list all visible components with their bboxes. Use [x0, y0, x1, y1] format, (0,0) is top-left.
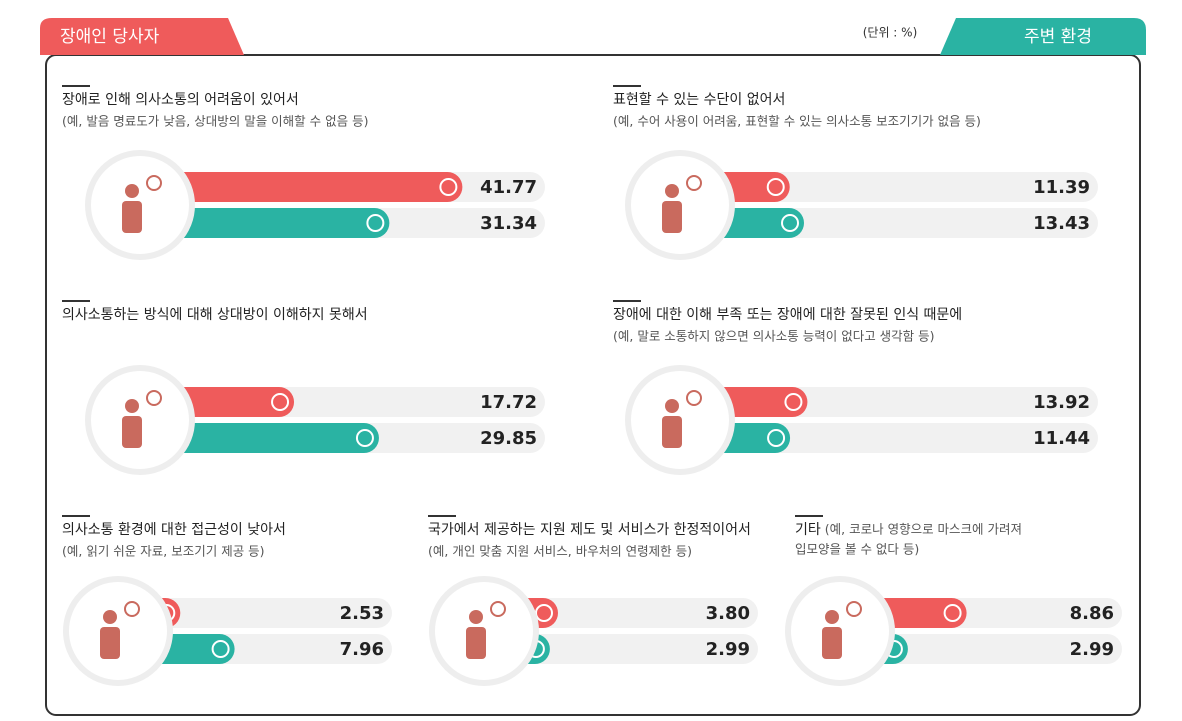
value-label: 31.34: [480, 213, 537, 234]
icon-bubble: [846, 601, 862, 617]
bar-track: [520, 598, 758, 628]
value-label: 8.86: [1070, 603, 1114, 624]
panel-subtitle: (예, 읽기 쉬운 자료, 보조기기 제공 등): [62, 544, 265, 559]
icon-head: [125, 399, 139, 413]
icon-bubble: [124, 601, 140, 617]
bar-track: [710, 423, 1098, 453]
panels: 장애로 인해 의사소통의 어려움이 있어서 (예, 발음 명료도가 낮음, 상대방…: [62, 85, 1122, 686]
bar-icon: [767, 429, 786, 447]
bar-track: [520, 634, 758, 664]
icon-bubble: [146, 390, 162, 406]
value-label: 29.85: [480, 428, 537, 449]
icon-bubble: [490, 601, 506, 617]
unit: (단위 : %): [863, 26, 918, 40]
legend-env: 주변 환경: [1024, 27, 1092, 47]
icon-body: [466, 627, 486, 659]
icon-head: [825, 610, 839, 624]
icon-head: [103, 610, 117, 624]
bar-icon: [439, 178, 458, 196]
icon-head: [665, 184, 679, 198]
icon-head: [125, 184, 139, 198]
value-label: 3.80: [706, 603, 750, 624]
icon-body: [822, 627, 842, 659]
value-label: 2.99: [1070, 639, 1114, 660]
bar-icon: [355, 429, 374, 447]
panel-subtitle: (예, 개인 맞춤 지원 서비스, 바우처의 연령제한 등): [428, 544, 692, 559]
bar-track: [878, 634, 1122, 664]
panel-title: 기타: [795, 522, 821, 538]
legend-self: 장애인 당사자: [60, 27, 160, 47]
bar-icon: [535, 604, 553, 622]
bar-track: [710, 387, 1098, 417]
bar-icon: [366, 214, 385, 232]
icon-bubble: [686, 175, 702, 191]
value-label: 7.96: [340, 639, 384, 660]
bar: [150, 423, 379, 453]
panel-title: 국가에서 제공하는 지원 제도 및 서비스가 한정적이어서: [428, 522, 751, 538]
value-label: 13.92: [1033, 392, 1090, 413]
icon-head: [665, 399, 679, 413]
panel-subtitle: (예, 수어 사용이 어려움, 표현할 수 있는 의사소통 보조기기가 없음 등…: [613, 114, 981, 129]
bar: [150, 172, 463, 202]
panel-title: 표현할 수 있는 수단이 없어서: [613, 92, 785, 108]
panel-title: 의사소통 환경에 대한 접근성이 낮아서: [62, 522, 286, 538]
panel-subtitle: 입모양을 볼 수 없다 등): [795, 542, 919, 557]
bar-icon: [784, 393, 803, 411]
panel-subtitle: (예, 말로 소통하지 않으면 의사소통 능력이 없다고 생각함 등): [613, 329, 935, 344]
bar-icon: [781, 214, 800, 232]
value-label: 13.43: [1033, 213, 1090, 234]
value-label: 41.77: [480, 177, 537, 198]
bar-track: [155, 598, 392, 628]
panel-subtitle: (예, 발음 명료도가 낮음, 상대방의 말을 이해할 수 없음 등): [62, 114, 368, 129]
value-label: 11.44: [1033, 428, 1090, 449]
icon-body: [122, 201, 142, 233]
value-label: 17.72: [480, 392, 537, 413]
panel-title: 의사소통하는 방식에 대해 상대방이 이해하지 못해서: [62, 307, 368, 323]
bar: [150, 208, 390, 238]
icon-bubble: [146, 175, 162, 191]
bar-track: [710, 172, 1098, 202]
legend-tab-self: [40, 18, 244, 55]
bar-icon: [211, 640, 230, 658]
panel-subtitle: (예, 코로나 영향으로 마스크에 가려져: [825, 522, 1022, 537]
icon-body: [662, 201, 682, 233]
bar-icon: [766, 178, 785, 196]
bar-icon: [271, 393, 290, 411]
value-label: 2.99: [706, 639, 750, 660]
icon-body: [100, 627, 120, 659]
value-label: 11.39: [1033, 177, 1090, 198]
icon-body: [662, 416, 682, 448]
legend-tab-env: [940, 18, 1146, 55]
bar-track: [710, 208, 1098, 238]
icon-head: [469, 610, 483, 624]
icon-bubble: [686, 390, 702, 406]
icon-body: [122, 416, 142, 448]
panel-title: 장애에 대한 이해 부족 또는 장애에 대한 잘못된 인식 때문에: [613, 307, 962, 323]
panel-title: 장애로 인해 의사소통의 어려움이 있어서: [62, 92, 299, 108]
bar-icon: [943, 604, 962, 622]
value-label: 2.53: [340, 603, 384, 624]
